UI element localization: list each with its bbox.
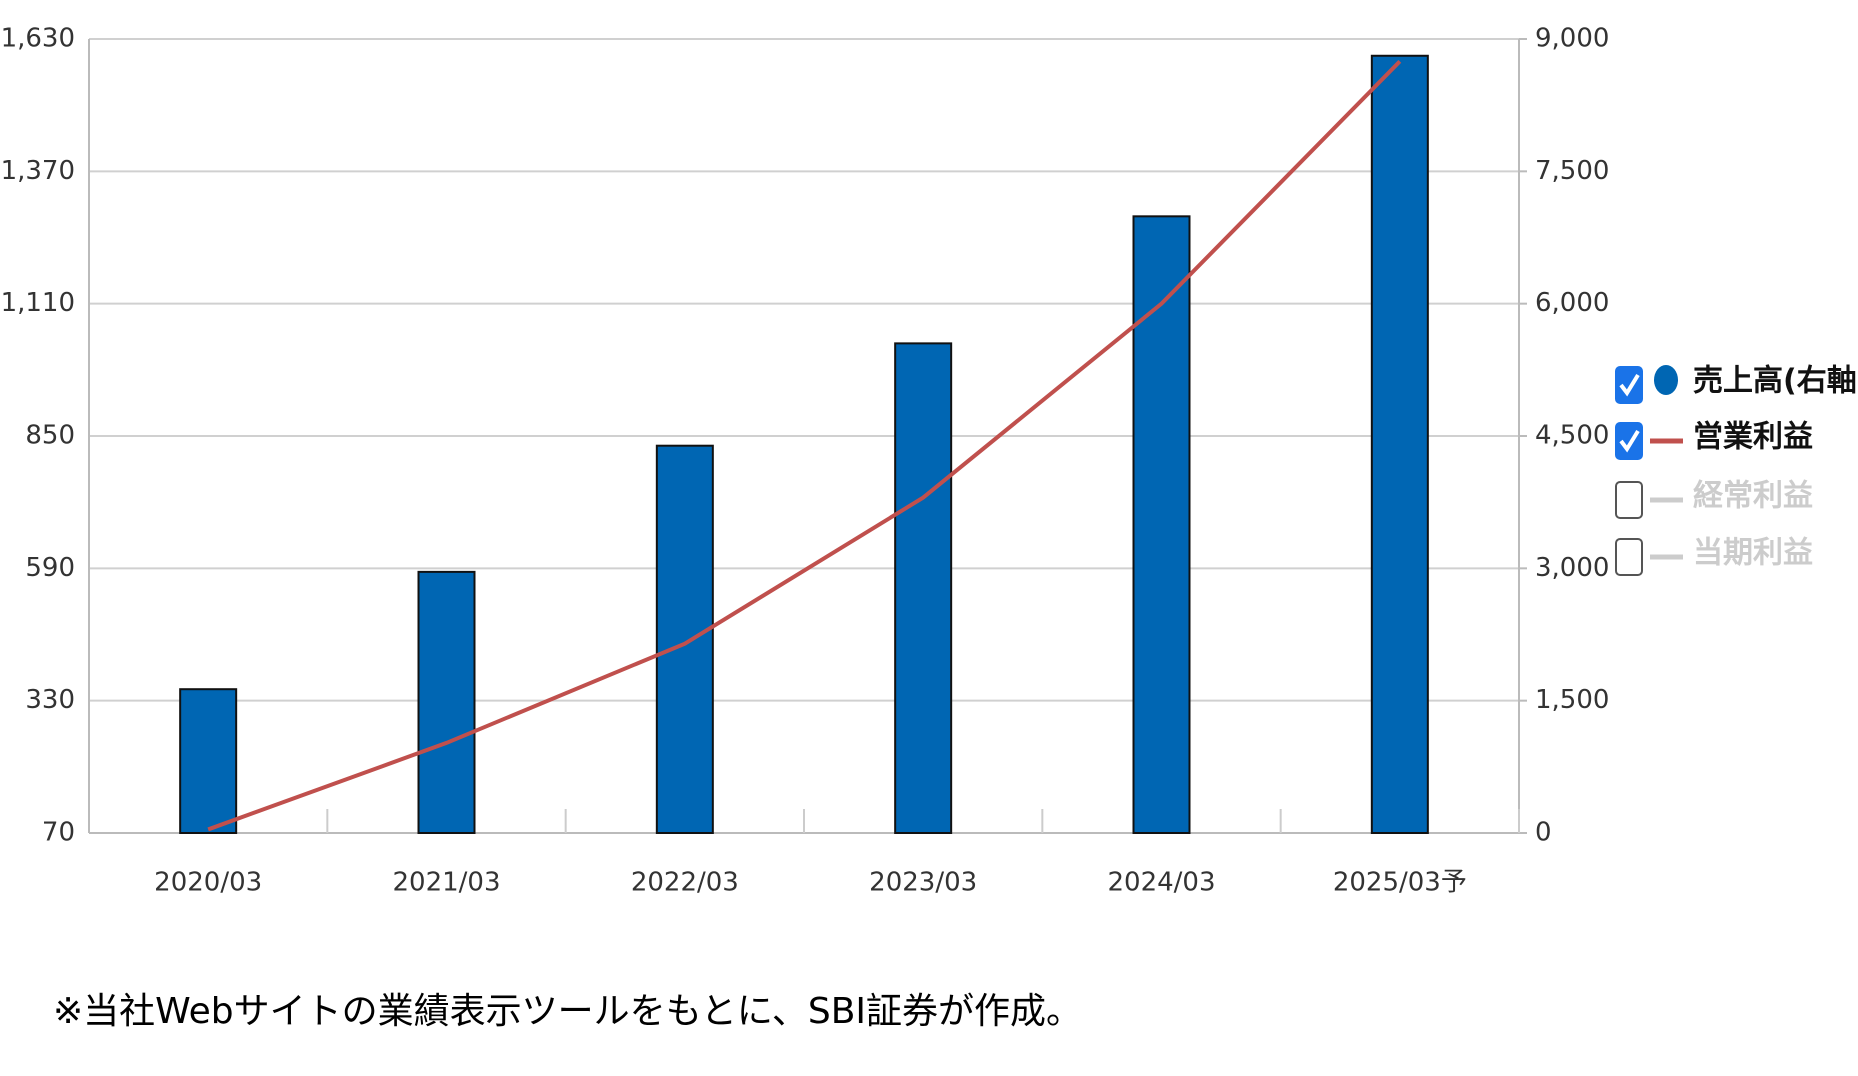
- x-tick-label: 2020/03: [154, 868, 262, 898]
- legend-label: 経常利益: [1693, 479, 1813, 514]
- y2-tick-label: 6,000: [1535, 288, 1609, 318]
- legend-checkbox[interactable]: [1615, 366, 1643, 404]
- legend-label: 営業利益: [1693, 420, 1813, 455]
- y-tick-label: 1,370: [1, 156, 75, 186]
- bar: [894, 342, 953, 834]
- bar: [1370, 54, 1429, 835]
- x-tick-label: 2023/03: [869, 868, 977, 898]
- y2-tick-label: 7,500: [1535, 156, 1609, 186]
- legend-checkbox[interactable]: [1615, 422, 1643, 460]
- bar: [179, 688, 238, 834]
- y-tick-label: 590: [25, 553, 75, 583]
- legend-label: 売上高(右軸): [1693, 364, 1858, 399]
- bar: [655, 444, 714, 834]
- x-tick-label: 2021/03: [392, 868, 500, 898]
- y-tick-label: 850: [25, 421, 75, 451]
- y-tick-label: 1,110: [1, 288, 75, 318]
- check-mark: [1619, 429, 1640, 453]
- x-tick-label: 2024/03: [1107, 868, 1215, 898]
- x-tick-label: 2025/03予: [1333, 868, 1467, 898]
- legend-swatch: [1654, 365, 1678, 395]
- bar: [1132, 215, 1191, 834]
- line: [207, 59, 1402, 832]
- y2-tick-label: 0: [1535, 818, 1552, 848]
- legend-checkbox[interactable]: [1615, 481, 1643, 519]
- y-tick-label: 330: [25, 685, 75, 715]
- legend-checkbox[interactable]: [1615, 538, 1643, 576]
- bar: [417, 570, 476, 835]
- check-mark: [1619, 373, 1640, 397]
- y2-tick-label: 3,000: [1535, 553, 1609, 583]
- y2-tick-label: 9,000: [1535, 24, 1609, 54]
- legend-label: 当期利益: [1693, 536, 1813, 571]
- y-tick-label: 1,630: [1, 24, 75, 54]
- y2-tick-label: 1,500: [1535, 685, 1609, 715]
- y2-tick-label: 4,500: [1535, 421, 1609, 451]
- note: ※当社Webサイトの業績表示ツールをもとに、SBI証券が作成。: [53, 991, 1082, 1032]
- y-tick-label: 70: [42, 818, 75, 848]
- x-tick-label: 2022/03: [631, 868, 739, 898]
